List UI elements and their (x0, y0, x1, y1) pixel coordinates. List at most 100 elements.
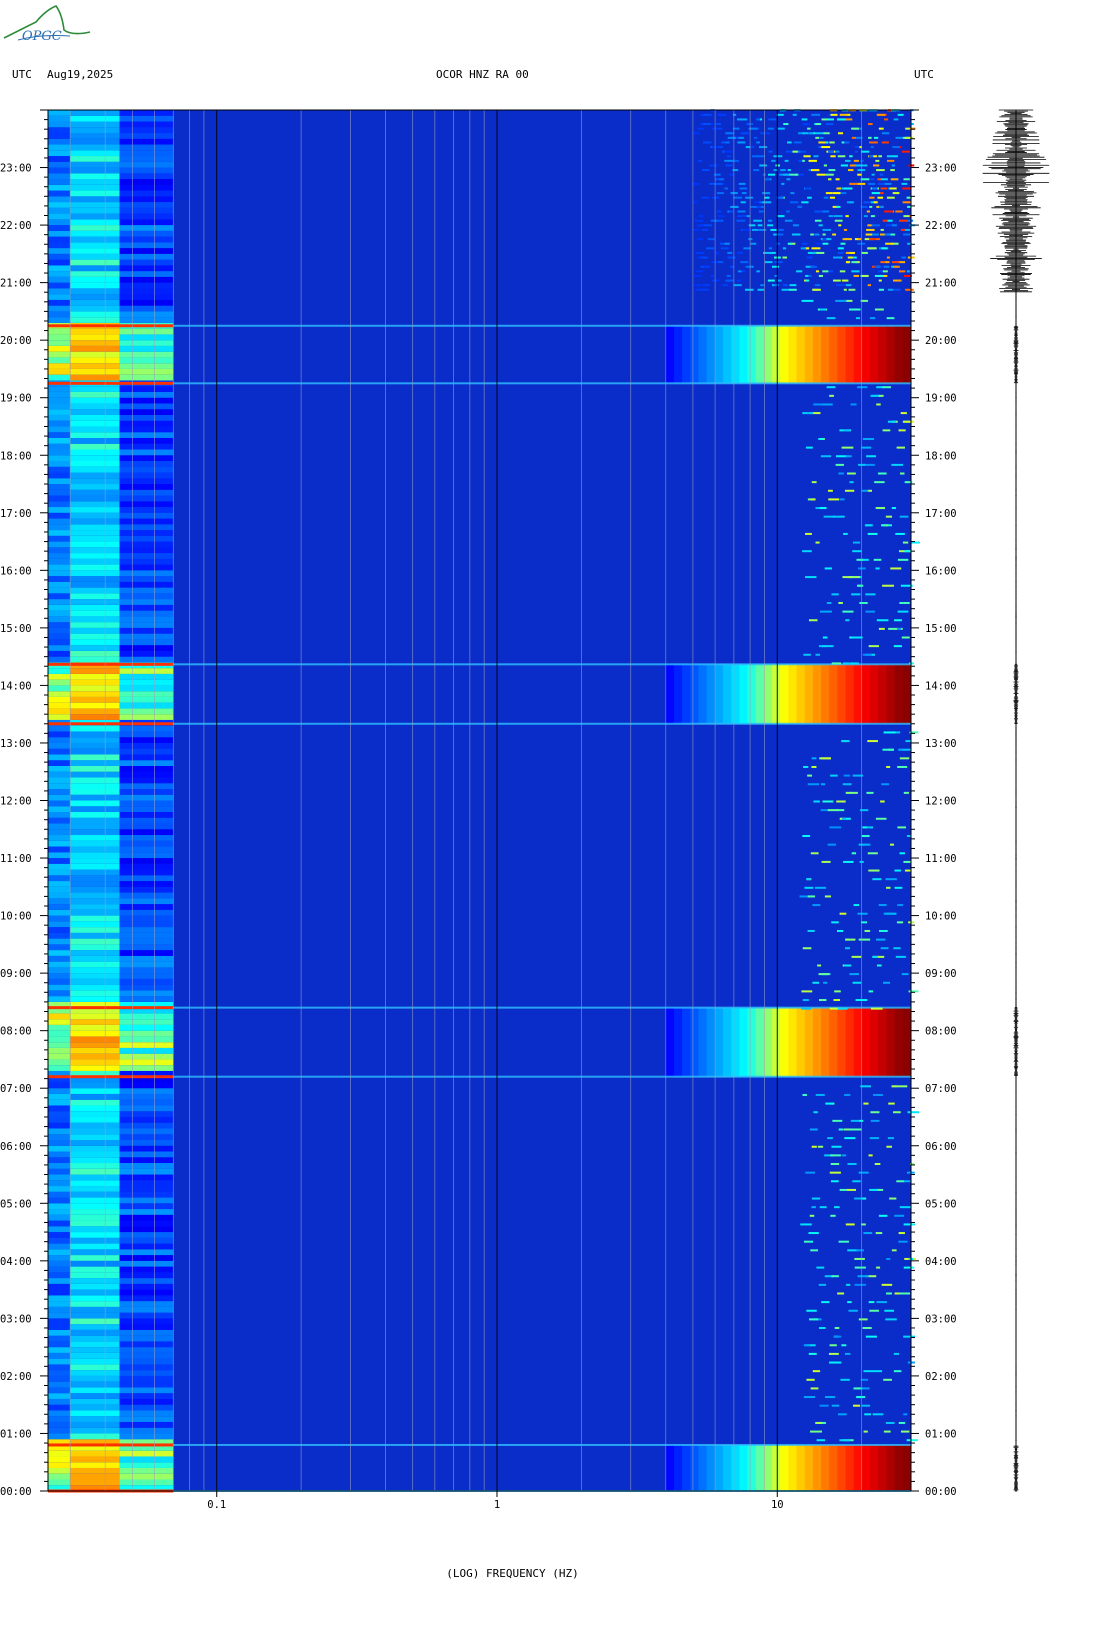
noise-cell (848, 288, 856, 291)
noise-cell (899, 219, 908, 222)
speckle-cell (896, 446, 905, 449)
noise-cell (898, 146, 903, 149)
noise-cell (882, 270, 888, 273)
speckle-cell (893, 1352, 900, 1355)
spectrogram-cell (119, 455, 174, 462)
y-tick-label-right: 16:00 (925, 565, 957, 577)
spectrogram-cell (48, 1312, 71, 1319)
spectrogram-cell (48, 1318, 71, 1325)
speckle-cell (899, 1292, 911, 1295)
spectrogram-cell (119, 570, 174, 577)
speckle-cell (849, 1128, 862, 1131)
spectrogram-cell (48, 1249, 71, 1256)
spectrogram-cell (119, 311, 174, 318)
spectrogram-cell (119, 645, 174, 651)
spectrogram-cell (48, 915, 71, 922)
speckle-cell (810, 412, 821, 415)
spectrogram-cell (119, 967, 174, 974)
spectrogram-cell (48, 714, 71, 720)
spectrogram-cell (48, 973, 71, 979)
noise-cell (810, 169, 820, 172)
noise-cell (822, 210, 830, 213)
spectrogram-cell (119, 679, 174, 686)
noise-cell (783, 123, 789, 126)
spectrogram-cell (48, 248, 71, 254)
burst-cell (772, 664, 781, 724)
spectrogram-cell (70, 1134, 120, 1140)
spectrogram-cell (119, 1416, 174, 1422)
spectrogram-cell (119, 1093, 174, 1100)
speckle-cell (875, 938, 886, 941)
spectrogram-cell (119, 391, 174, 398)
speckle-cell (899, 601, 910, 604)
noise-cell (825, 192, 833, 195)
y-tick-label-left: 23:00 (0, 163, 32, 175)
spectrogram-cell (70, 1203, 120, 1210)
speckle-cell (848, 576, 860, 579)
speckle-cell (811, 1197, 821, 1200)
noise-cell (796, 270, 803, 273)
spectrogram-cell (70, 1214, 120, 1221)
spectrogram-cell (119, 184, 174, 191)
noise-cell (795, 173, 799, 176)
speckle-cell (893, 947, 901, 950)
spectrogram-cell (119, 253, 174, 260)
speckle-cell (842, 783, 852, 786)
y-tick-label-right: 01:00 (925, 1428, 957, 1440)
spectrogram-cell (119, 622, 174, 628)
speckle-cell (896, 1180, 905, 1183)
speckle-cell (862, 437, 874, 440)
spectrogram-cell (48, 403, 71, 410)
speckle-cell (899, 1206, 911, 1209)
spectrogram-cell (119, 150, 174, 157)
spectrogram-cell (70, 115, 120, 122)
noise-cell (878, 279, 882, 282)
noise-cell (789, 201, 799, 204)
noise-cell (887, 233, 896, 236)
speckle-cell (869, 1188, 879, 1191)
burst-cell (690, 325, 699, 384)
speckle-cell (841, 446, 854, 449)
speckle-cell (875, 817, 887, 820)
speckle-cell (872, 955, 879, 958)
spectrogram-cell (48, 858, 71, 864)
noise-cell (886, 256, 890, 259)
spectrogram-cell (70, 846, 120, 853)
spectrogram-cell (119, 1036, 174, 1043)
speckle-cell (847, 472, 856, 475)
spectrogram-cell (119, 472, 174, 479)
noise-cell (725, 164, 733, 167)
speckle-cell (817, 964, 822, 967)
noise-cell (885, 261, 890, 264)
spectrogram-cell (70, 276, 120, 283)
speckle-cell (875, 507, 886, 510)
spectrogram-cell (70, 288, 120, 295)
noise-cell (727, 256, 736, 259)
spectrogram-cell (70, 645, 120, 651)
spectrogram-cell (119, 512, 174, 519)
noise-cell (895, 136, 903, 139)
speckle-cell (887, 420, 897, 423)
noise-cell (828, 150, 834, 153)
spectrogram-cell (48, 190, 71, 197)
burst-cell (714, 1007, 724, 1077)
spectrogram-cell (70, 1335, 120, 1342)
noise-cell (879, 178, 888, 181)
noise-cell (816, 123, 821, 126)
spectrogram-cell (48, 990, 71, 997)
noise-cell (701, 169, 710, 172)
burst-cell (673, 1007, 683, 1077)
noise-cell (842, 238, 847, 241)
spectrogram-cell (119, 248, 174, 254)
spectrogram-cell (48, 1145, 71, 1152)
burst-cell (698, 325, 708, 384)
noise-cell (892, 288, 901, 291)
noise-cell (877, 178, 881, 181)
burst-cell (763, 664, 773, 724)
speckle-cell (903, 1223, 916, 1226)
spectrogram-cell (70, 426, 120, 433)
burst-cell (845, 1007, 855, 1077)
spectrogram-cell (70, 294, 120, 300)
spectrogram-cell (70, 1387, 120, 1394)
noise-cell (839, 113, 849, 116)
